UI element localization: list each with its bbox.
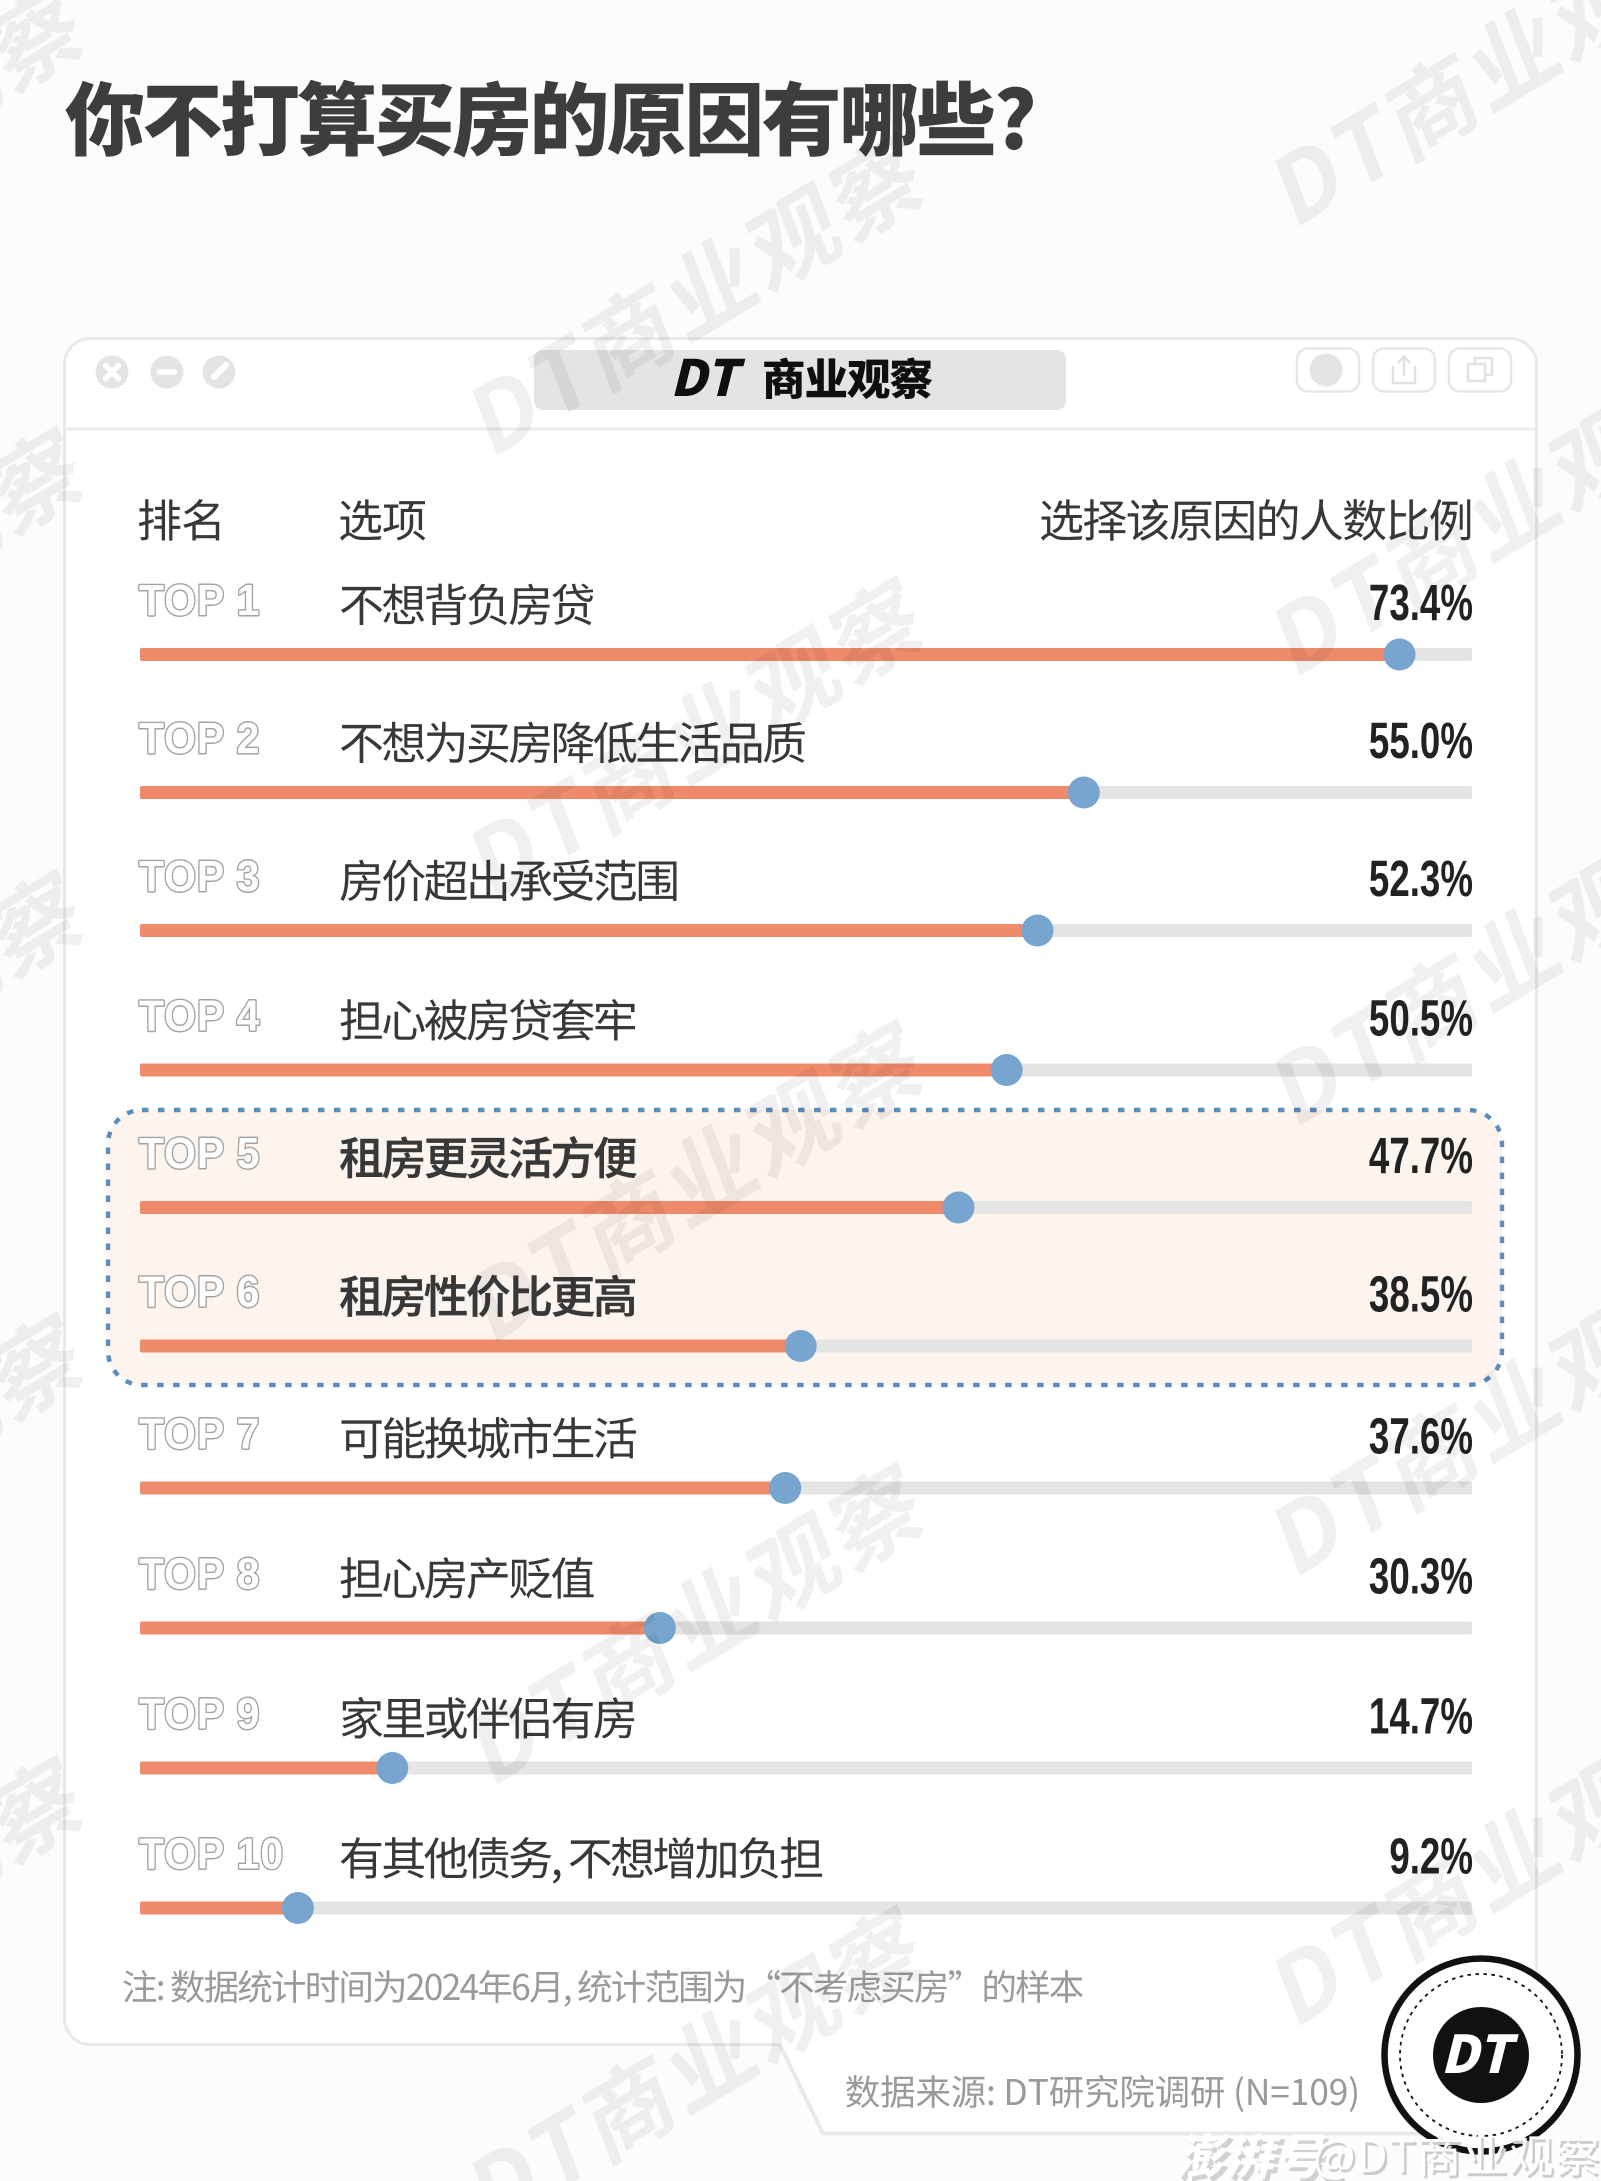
svg-text:TOP 6: TOP 6 — [139, 1268, 260, 1317]
svg-text:47.7%: 47.7% — [1369, 1128, 1473, 1184]
svg-text:14.7%: 14.7% — [1369, 1689, 1473, 1745]
svg-text:30.3%: 30.3% — [1369, 1549, 1473, 1605]
svg-text:TOP 3: TOP 3 — [139, 853, 260, 902]
svg-text:TOP 4: TOP 4 — [139, 992, 260, 1041]
svg-text:TOP 9: TOP 9 — [139, 1690, 260, 1739]
svg-text:52.3%: 52.3% — [1369, 851, 1473, 907]
svg-text:TOP 5: TOP 5 — [139, 1130, 260, 1179]
svg-text:TOP 8: TOP 8 — [139, 1550, 260, 1599]
svg-text:TOP 10: TOP 10 — [139, 1830, 284, 1879]
svg-text:55.0%: 55.0% — [1369, 713, 1473, 769]
svg-text:TOP 2: TOP 2 — [139, 715, 260, 764]
svg-text:TOP 7: TOP 7 — [139, 1410, 260, 1459]
svg-text:38.5%: 38.5% — [1369, 1267, 1473, 1323]
svg-text:TOP 1: TOP 1 — [139, 577, 260, 626]
